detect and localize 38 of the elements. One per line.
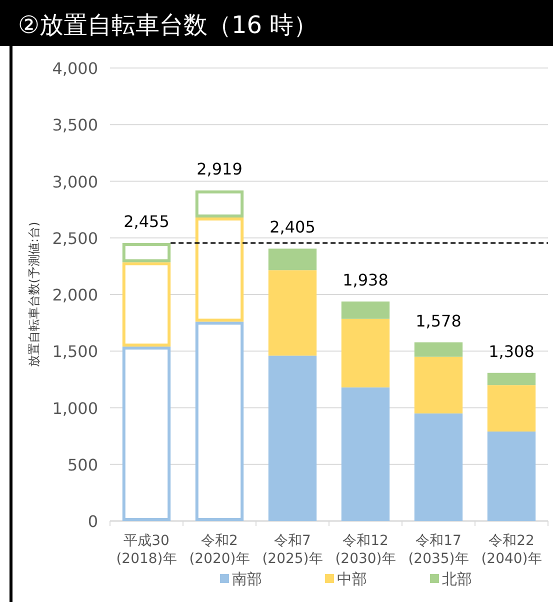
legend-label: 中部: [337, 570, 367, 588]
y-tick-label: 4,000: [52, 59, 98, 78]
legend-label: 北部: [442, 570, 472, 588]
bar: [487, 385, 536, 432]
y-tick-label: 500: [67, 455, 98, 474]
y-tick-label: 1,000: [52, 398, 98, 418]
bar: [487, 372, 536, 386]
bar: [268, 248, 317, 270]
bar: [341, 318, 390, 388]
legend-label: 南部: [232, 570, 262, 588]
bar: [414, 356, 463, 414]
y-tick-label: 0: [88, 512, 98, 531]
bar: [268, 270, 317, 356]
y-tick-label: 1,500: [52, 342, 98, 362]
bar: [414, 413, 463, 521]
y-axis-title: 放置自転車台数(予測値:台): [27, 222, 41, 368]
bar: [268, 356, 317, 521]
total-label: 2,919: [196, 159, 242, 178]
y-tick-label: 2,000: [52, 286, 98, 304]
y-tick-label: 3,500: [52, 116, 98, 135]
total-label: 1,578: [416, 311, 462, 330]
total-label: 2,405: [270, 218, 316, 237]
total-label: 1,938: [342, 270, 388, 290]
total-label: 1,308: [488, 342, 534, 361]
x-tick-label: 令和12 (2030)年: [335, 533, 396, 567]
bar: [341, 302, 390, 319]
x-tick-label: 令和22 (2040)年: [481, 533, 542, 567]
bar: [341, 387, 390, 521]
y-tick-label: 2,500: [52, 228, 98, 248]
y-tick-label: 3,000: [52, 172, 98, 192]
x-tick-label: 令和17 (2035)年: [408, 533, 469, 567]
bar: [414, 342, 463, 357]
total-label: 2,455: [124, 212, 170, 231]
bar: [487, 432, 536, 521]
x-tick-label: 令和7 (2025)年: [262, 533, 323, 567]
x-tick-label: 令和2 (2020)年: [189, 533, 250, 567]
x-tick-label: 平成30 (2018)年: [116, 533, 177, 567]
title: ②放置自転車台数（16 時）: [18, 11, 318, 39]
